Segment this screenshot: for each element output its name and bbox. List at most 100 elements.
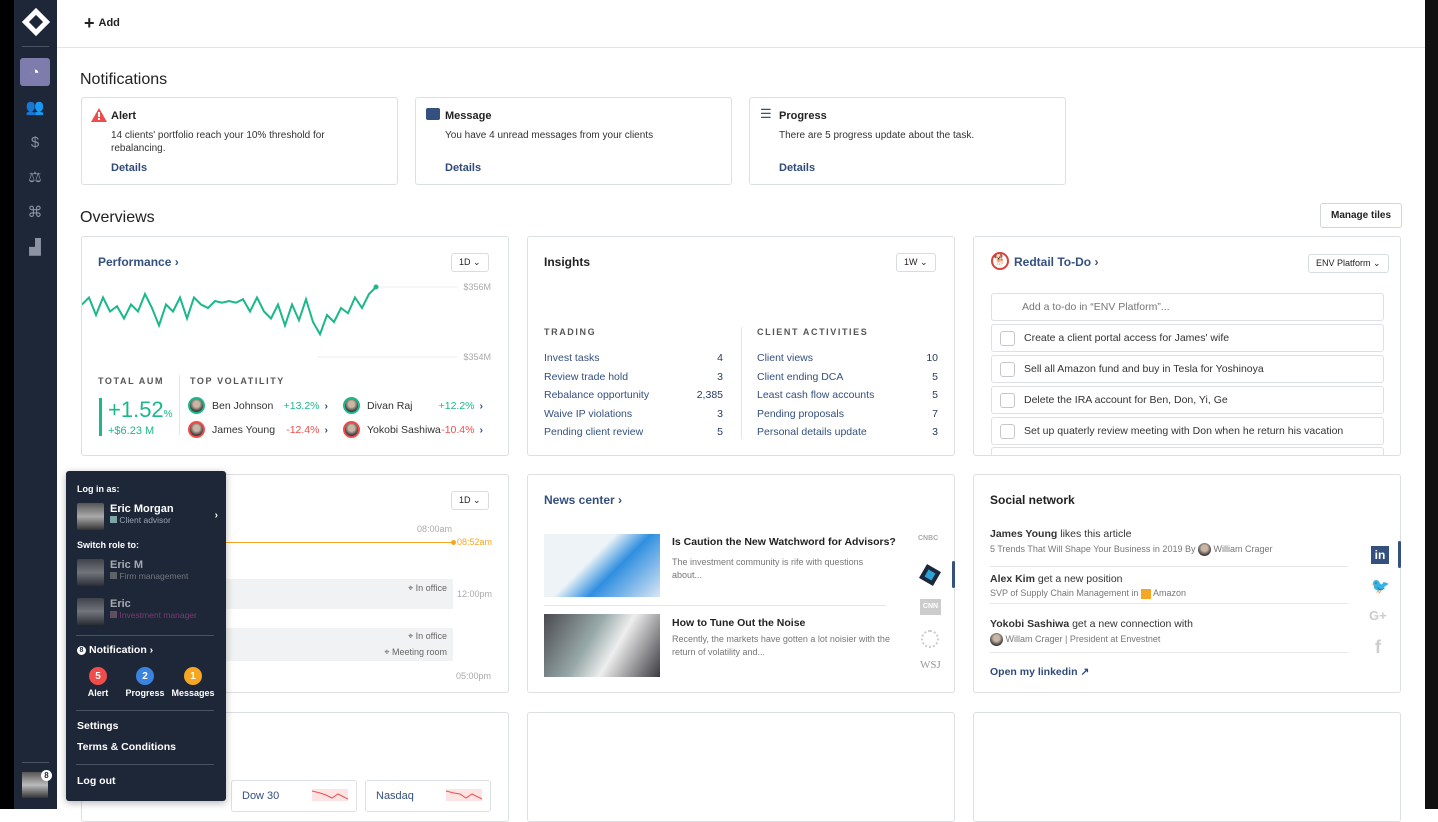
twitter-icon[interactable]: 🐦 bbox=[1371, 578, 1390, 595]
news-image[interactable] bbox=[544, 614, 660, 677]
envestnet-source-icon[interactable] bbox=[919, 564, 941, 586]
open-linkedin-link[interactable]: Open my linkedin ↗ bbox=[990, 666, 1090, 678]
user-role: Client advisor bbox=[119, 515, 171, 525]
insight-row[interactable]: Client views 10 bbox=[757, 349, 938, 368]
notification-link[interactable]: 8 Notification › bbox=[77, 644, 153, 656]
volatility-person[interactable]: Ben Johnson +13.2% › bbox=[188, 397, 328, 414]
role-option[interactable]: Eric M Firm management bbox=[77, 559, 188, 586]
author: William Crager bbox=[1213, 543, 1273, 554]
insight-row[interactable]: Rebalance opportunity 2,385 bbox=[544, 386, 723, 405]
linkedin-icon[interactable]: in bbox=[1371, 546, 1389, 564]
insights-period-dropdown[interactable]: 1W ⌄ bbox=[896, 253, 936, 272]
alert-badge-item[interactable]: 5 Alert bbox=[78, 667, 118, 698]
logo-icon[interactable] bbox=[21, 7, 51, 37]
news-image[interactable] bbox=[544, 534, 660, 597]
other-source-icon[interactable] bbox=[921, 630, 939, 648]
social-card: Social network James Young likes this ar… bbox=[973, 474, 1401, 693]
social-item[interactable]: Alex Kim get a new position SVP of Suppl… bbox=[990, 573, 1348, 599]
news-title[interactable]: How to Tune Out the Noise bbox=[672, 617, 806, 629]
dashboard-icon[interactable]: ◔ bbox=[20, 58, 50, 86]
terms-link[interactable]: Terms & Conditions bbox=[77, 741, 176, 753]
news-summary: Recently, the markets have gotten a lot … bbox=[672, 634, 890, 657]
dow30-tile[interactable]: Dow 30 bbox=[231, 780, 357, 812]
insight-value: 4 bbox=[717, 352, 723, 365]
binoculars-icon[interactable]: ⌘ bbox=[27, 204, 43, 221]
role-option[interactable]: Eric Investment manager bbox=[77, 598, 197, 625]
event-block[interactable]: ⌖ In office ⌖ Meeting room bbox=[182, 628, 453, 661]
avatar bbox=[188, 421, 205, 438]
todo-checkbox[interactable] bbox=[1000, 361, 1015, 377]
user-avatar[interactable]: 8 bbox=[22, 770, 52, 798]
insight-label: Rebalance opportunity bbox=[544, 389, 650, 402]
facebook-icon[interactable]: f bbox=[1375, 637, 1381, 657]
platform-dropdown[interactable]: ENV Platform ⌄ bbox=[1308, 254, 1389, 273]
alert-card: Alert 14 clients' portfolio reach your 1… bbox=[81, 97, 398, 185]
messages-badge-item[interactable]: 1 Messages bbox=[170, 667, 216, 698]
manage-tiles-button[interactable]: Manage tiles bbox=[1320, 203, 1403, 228]
insight-row[interactable]: Client ending DCA 5 bbox=[757, 368, 938, 387]
role-name: Eric bbox=[110, 598, 131, 610]
scale-icon[interactable]: ⚖ bbox=[28, 169, 42, 186]
insight-label: Invest tasks bbox=[544, 352, 600, 365]
insights-card: Insights 1W ⌄ TRADING CLIENT ACTIVITIES … bbox=[527, 236, 955, 456]
insight-row[interactable]: Pending client review 5 bbox=[544, 423, 723, 442]
add-todo-input[interactable] bbox=[991, 293, 1384, 321]
volatility-person[interactable]: Yokobi Sashiwa -10.4% › bbox=[343, 421, 483, 438]
logout-link[interactable]: Log out bbox=[77, 775, 116, 787]
time-label: 05:00pm bbox=[456, 671, 492, 681]
person-change: +12.2% bbox=[438, 399, 475, 412]
alert-details-link[interactable]: Details bbox=[111, 162, 148, 174]
total-aum-label: TOTAL AUM bbox=[98, 376, 165, 386]
social-item[interactable]: James Young likes this article 5 Trends … bbox=[990, 528, 1348, 556]
progress-title: Progress bbox=[779, 110, 827, 122]
news-title[interactable]: Is Caution the New Watchword for Advisor… bbox=[672, 536, 896, 548]
cnn-source-icon[interactable]: CNN bbox=[920, 599, 941, 615]
role-swatch bbox=[110, 611, 117, 618]
chart-icon[interactable]: ▟ bbox=[29, 239, 41, 256]
insight-row[interactable]: Review trade hold 3 bbox=[544, 368, 723, 387]
message-details-link[interactable]: Details bbox=[445, 162, 482, 174]
google-plus-icon[interactable]: G+ bbox=[1369, 608, 1387, 623]
insight-row[interactable]: Invest tasks 4 bbox=[544, 349, 723, 368]
redtail-todo-link[interactable]: Redtail To-Do › bbox=[1014, 255, 1099, 269]
event-block[interactable]: ⌖ In office bbox=[182, 579, 453, 609]
current-user[interactable]: Eric Morgan Client advisor › bbox=[77, 503, 222, 531]
schedule-period-dropdown[interactable]: 1D ⌄ bbox=[451, 491, 489, 510]
performance-link[interactable]: Performance › bbox=[98, 255, 179, 269]
todo-checkbox[interactable] bbox=[1000, 330, 1015, 346]
insight-row[interactable]: Pending proposals 7 bbox=[757, 405, 938, 424]
checklist-icon: ☰ bbox=[760, 106, 772, 121]
progress-badge-item[interactable]: 2 Progress bbox=[124, 667, 166, 698]
progress-details-link[interactable]: Details bbox=[779, 162, 816, 174]
social-item[interactable]: Yokobi Sashiwa get a new connection with… bbox=[990, 618, 1348, 646]
money-hands-icon[interactable]: $ bbox=[30, 133, 40, 151]
insight-row[interactable]: Waive IP violations 3 bbox=[544, 405, 723, 424]
todo-checkbox[interactable] bbox=[1000, 392, 1015, 408]
volatility-person[interactable]: Divan Raj +12.2% › bbox=[343, 397, 483, 414]
company: Amazon bbox=[1152, 588, 1186, 598]
insight-row[interactable]: Least cash flow accounts 5 bbox=[757, 386, 938, 405]
news-center-link[interactable]: News center › bbox=[544, 493, 623, 507]
insight-label: Pending client review bbox=[544, 426, 644, 439]
settings-link[interactable]: Settings bbox=[77, 720, 119, 732]
avatar bbox=[343, 397, 360, 414]
market-name: Nasdaq bbox=[376, 790, 414, 802]
wsj-source-icon[interactable]: WSJ bbox=[920, 659, 941, 671]
role-swatch bbox=[110, 516, 117, 523]
volatility-person[interactable]: James Young -12.4% › bbox=[188, 421, 328, 438]
add-button[interactable]: + Add bbox=[84, 13, 120, 33]
todo-checkbox[interactable] bbox=[1000, 423, 1015, 439]
cnbc-source-icon[interactable]: CNBC bbox=[918, 535, 939, 542]
add-label: Add bbox=[98, 17, 120, 29]
divider bbox=[990, 566, 1348, 567]
insight-value: 5 bbox=[932, 389, 938, 402]
divider bbox=[990, 603, 1348, 604]
right-edge bbox=[1425, 0, 1438, 809]
insight-row[interactable]: Personal details update 3 bbox=[757, 423, 938, 442]
notification-count: 8 bbox=[77, 645, 86, 655]
clients-icon[interactable]: 👥 bbox=[25, 99, 45, 116]
nasdaq-tile[interactable]: Nasdaq bbox=[365, 780, 491, 812]
performance-period-dropdown[interactable]: 1D ⌄ bbox=[451, 253, 489, 272]
badge-count: 2 bbox=[136, 667, 154, 685]
plus-icon: + bbox=[84, 13, 95, 33]
